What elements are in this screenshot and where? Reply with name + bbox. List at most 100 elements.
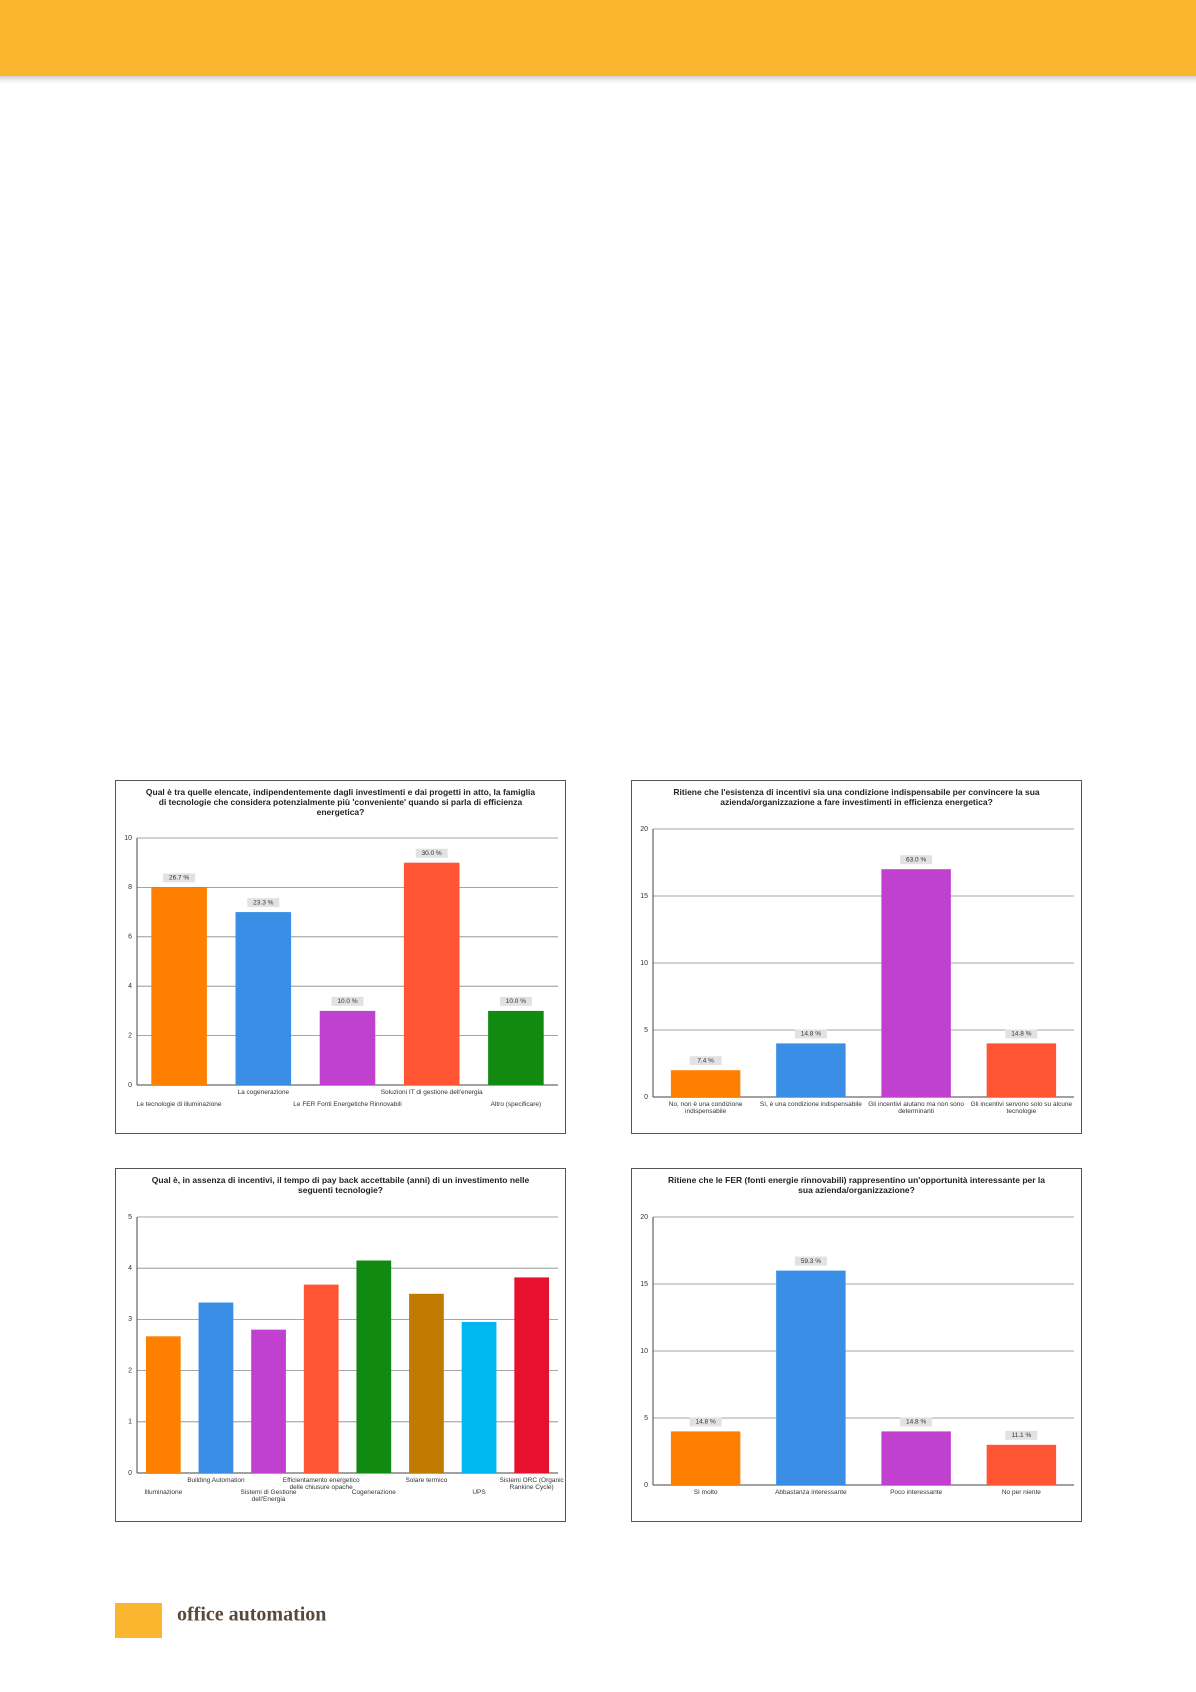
x-tick-label-box: Building Automation: [187, 1477, 245, 1484]
bar: [514, 1277, 550, 1473]
value-label: 11.1 %: [1011, 1432, 1031, 1439]
chart-title: Ritiene che l'esistenza di incentivi sia…: [673, 788, 1040, 807]
header-shadow: [0, 74, 1196, 86]
bar: [986, 1444, 1057, 1485]
value-label-bg: [163, 873, 196, 883]
x-tick-label-box: Le tecnologie di illuminazione: [136, 1101, 222, 1108]
value-label-bg: [247, 898, 280, 908]
chart-title-box: Ritiene che l'esistenza di incentivi sia…: [673, 788, 1040, 807]
value-label: 14.8 %: [696, 1419, 716, 1426]
value-label: 59.3 %: [801, 1258, 821, 1265]
x-tick-label: Le FER Fonti Energetiche Rinnovabili: [293, 1101, 402, 1108]
bar: [319, 1010, 376, 1085]
x-tick-label-box: Sì, è una condizione indispensabile: [759, 1101, 862, 1108]
x-tick-label-box: Solare termico: [405, 1477, 448, 1484]
value-label-bg: [794, 1256, 827, 1266]
x-tick-label-box: Soluzioni IT di gestione dell'energia: [381, 1089, 483, 1096]
y-tick-label: 8: [128, 884, 132, 891]
y-tick-label: 0: [644, 1094, 648, 1101]
x-tick-label: Building Automation: [187, 1477, 245, 1484]
bar: [881, 869, 951, 1097]
value-label: 10.0 %: [506, 998, 526, 1005]
x-tick-label-box: Efficientamento energetico delle chiusur…: [283, 1477, 360, 1491]
chart-title: Qual è, in assenza di incentivi, il temp…: [151, 1176, 530, 1195]
bar: [776, 1043, 846, 1097]
chart-title-box: Qual è tra quelle elencate, indipendente…: [146, 788, 535, 816]
bar: [670, 1070, 741, 1097]
value-label: 14.8 %: [1011, 1031, 1031, 1038]
value-label-bg: [689, 1056, 722, 1066]
chart: Ritiene che le FER (fonti energie rinnov…: [631, 1168, 1082, 1522]
x-tick-label: Gli incentivi servono solo su alcune tec…: [970, 1101, 1073, 1116]
x-tick-label-box: Gli incentivi aiutano ma non sono determ…: [868, 1101, 964, 1116]
bar: [403, 862, 460, 1085]
y-tick-label: 0: [644, 1482, 648, 1489]
x-tick-label: No per niente: [1001, 1489, 1041, 1496]
chart-title: Ritiene che le FER (fonti energie rinnov…: [667, 1176, 1046, 1195]
value-label-bg: [900, 855, 933, 865]
x-tick-label-box: Cogenerazione: [352, 1489, 396, 1496]
y-tick-label: 5: [644, 1415, 648, 1422]
x-tick-label-box: Sistemi ORC (Organic Rankine Cycle): [500, 1477, 564, 1491]
value-label-bg: [415, 848, 448, 858]
y-tick-label: 1: [128, 1419, 132, 1426]
bar: [881, 1431, 951, 1485]
value-label: 10.0 %: [337, 998, 357, 1005]
value-label-bg: [1005, 1430, 1038, 1440]
x-tick-label: No, non è una condizione indispensabile: [668, 1101, 743, 1116]
y-tick-label: 15: [640, 1281, 648, 1288]
x-tick-label: Sistemi di Gestione dell'Energia: [240, 1489, 297, 1504]
bar: [986, 1043, 1057, 1097]
y-tick-label: 2: [128, 1032, 132, 1039]
x-tick-label-box: Altro (specificare): [491, 1101, 542, 1108]
x-tick-label: Solare termico: [405, 1477, 448, 1484]
header-band: [0, 0, 1196, 76]
x-tick-label-box: Le FER Fonti Energetiche Rinnovabili: [293, 1101, 402, 1108]
x-tick-label: Sì, è una condizione indispensabile: [759, 1101, 862, 1108]
y-tick-label: 10: [124, 835, 132, 842]
x-tick-label: Le tecnologie di illuminazione: [136, 1101, 222, 1108]
x-tick-label-box: Illuminazione: [144, 1489, 182, 1496]
y-tick-label: 2: [128, 1367, 132, 1374]
x-tick-label-box: No, non è una condizione indispensabile: [668, 1101, 743, 1116]
y-tick-label: 0: [128, 1082, 132, 1089]
y-tick-label: 10: [640, 1348, 648, 1355]
bar: [461, 1321, 497, 1473]
value-label-bg: [1005, 1029, 1038, 1039]
bar: [145, 1336, 181, 1473]
y-tick-label: 4: [128, 1265, 132, 1272]
x-tick-label: Gli incentivi aiutano ma non sono determ…: [868, 1101, 964, 1116]
value-label-bg: [794, 1029, 827, 1039]
y-tick-label: 5: [644, 1027, 648, 1034]
value-label-bg: [900, 1417, 933, 1427]
x-tick-label: Poco interessante: [890, 1489, 943, 1496]
chart-title-box: Qual è, in assenza di incentivi, il temp…: [151, 1176, 530, 1195]
bar: [235, 912, 292, 1085]
bar: [151, 887, 207, 1085]
value-label-bg: [689, 1417, 722, 1427]
y-tick-label: 3: [128, 1316, 132, 1323]
y-tick-label: 15: [640, 893, 648, 900]
bar: [251, 1329, 286, 1473]
value-label: 14.8 %: [906, 1419, 926, 1426]
chart-title-box: Ritiene che le FER (fonti energie rinnov…: [667, 1176, 1046, 1195]
bar: [409, 1293, 444, 1473]
y-tick-label: 20: [640, 1214, 648, 1221]
value-label: 30.0 %: [422, 850, 442, 857]
bar: [198, 1302, 234, 1473]
bar: [488, 1010, 544, 1085]
x-tick-label-box: La cogenerazione: [237, 1089, 289, 1096]
y-tick-label: 0: [128, 1470, 132, 1477]
y-tick-label: 10: [640, 960, 648, 967]
x-tick-label: Abbastanza interessante: [775, 1489, 847, 1496]
x-tick-label-box: Abbastanza interessante: [775, 1489, 847, 1496]
bar: [356, 1260, 392, 1473]
y-tick-label: 4: [128, 983, 132, 990]
bar: [776, 1270, 846, 1485]
value-label: 14.8 %: [801, 1031, 821, 1038]
x-tick-label-box: Gli incentivi servono solo su alcune tec…: [970, 1101, 1073, 1116]
bar: [670, 1431, 741, 1485]
value-label: 26.7 %: [169, 875, 189, 882]
x-tick-label-box: Poco interessante: [890, 1489, 943, 1496]
